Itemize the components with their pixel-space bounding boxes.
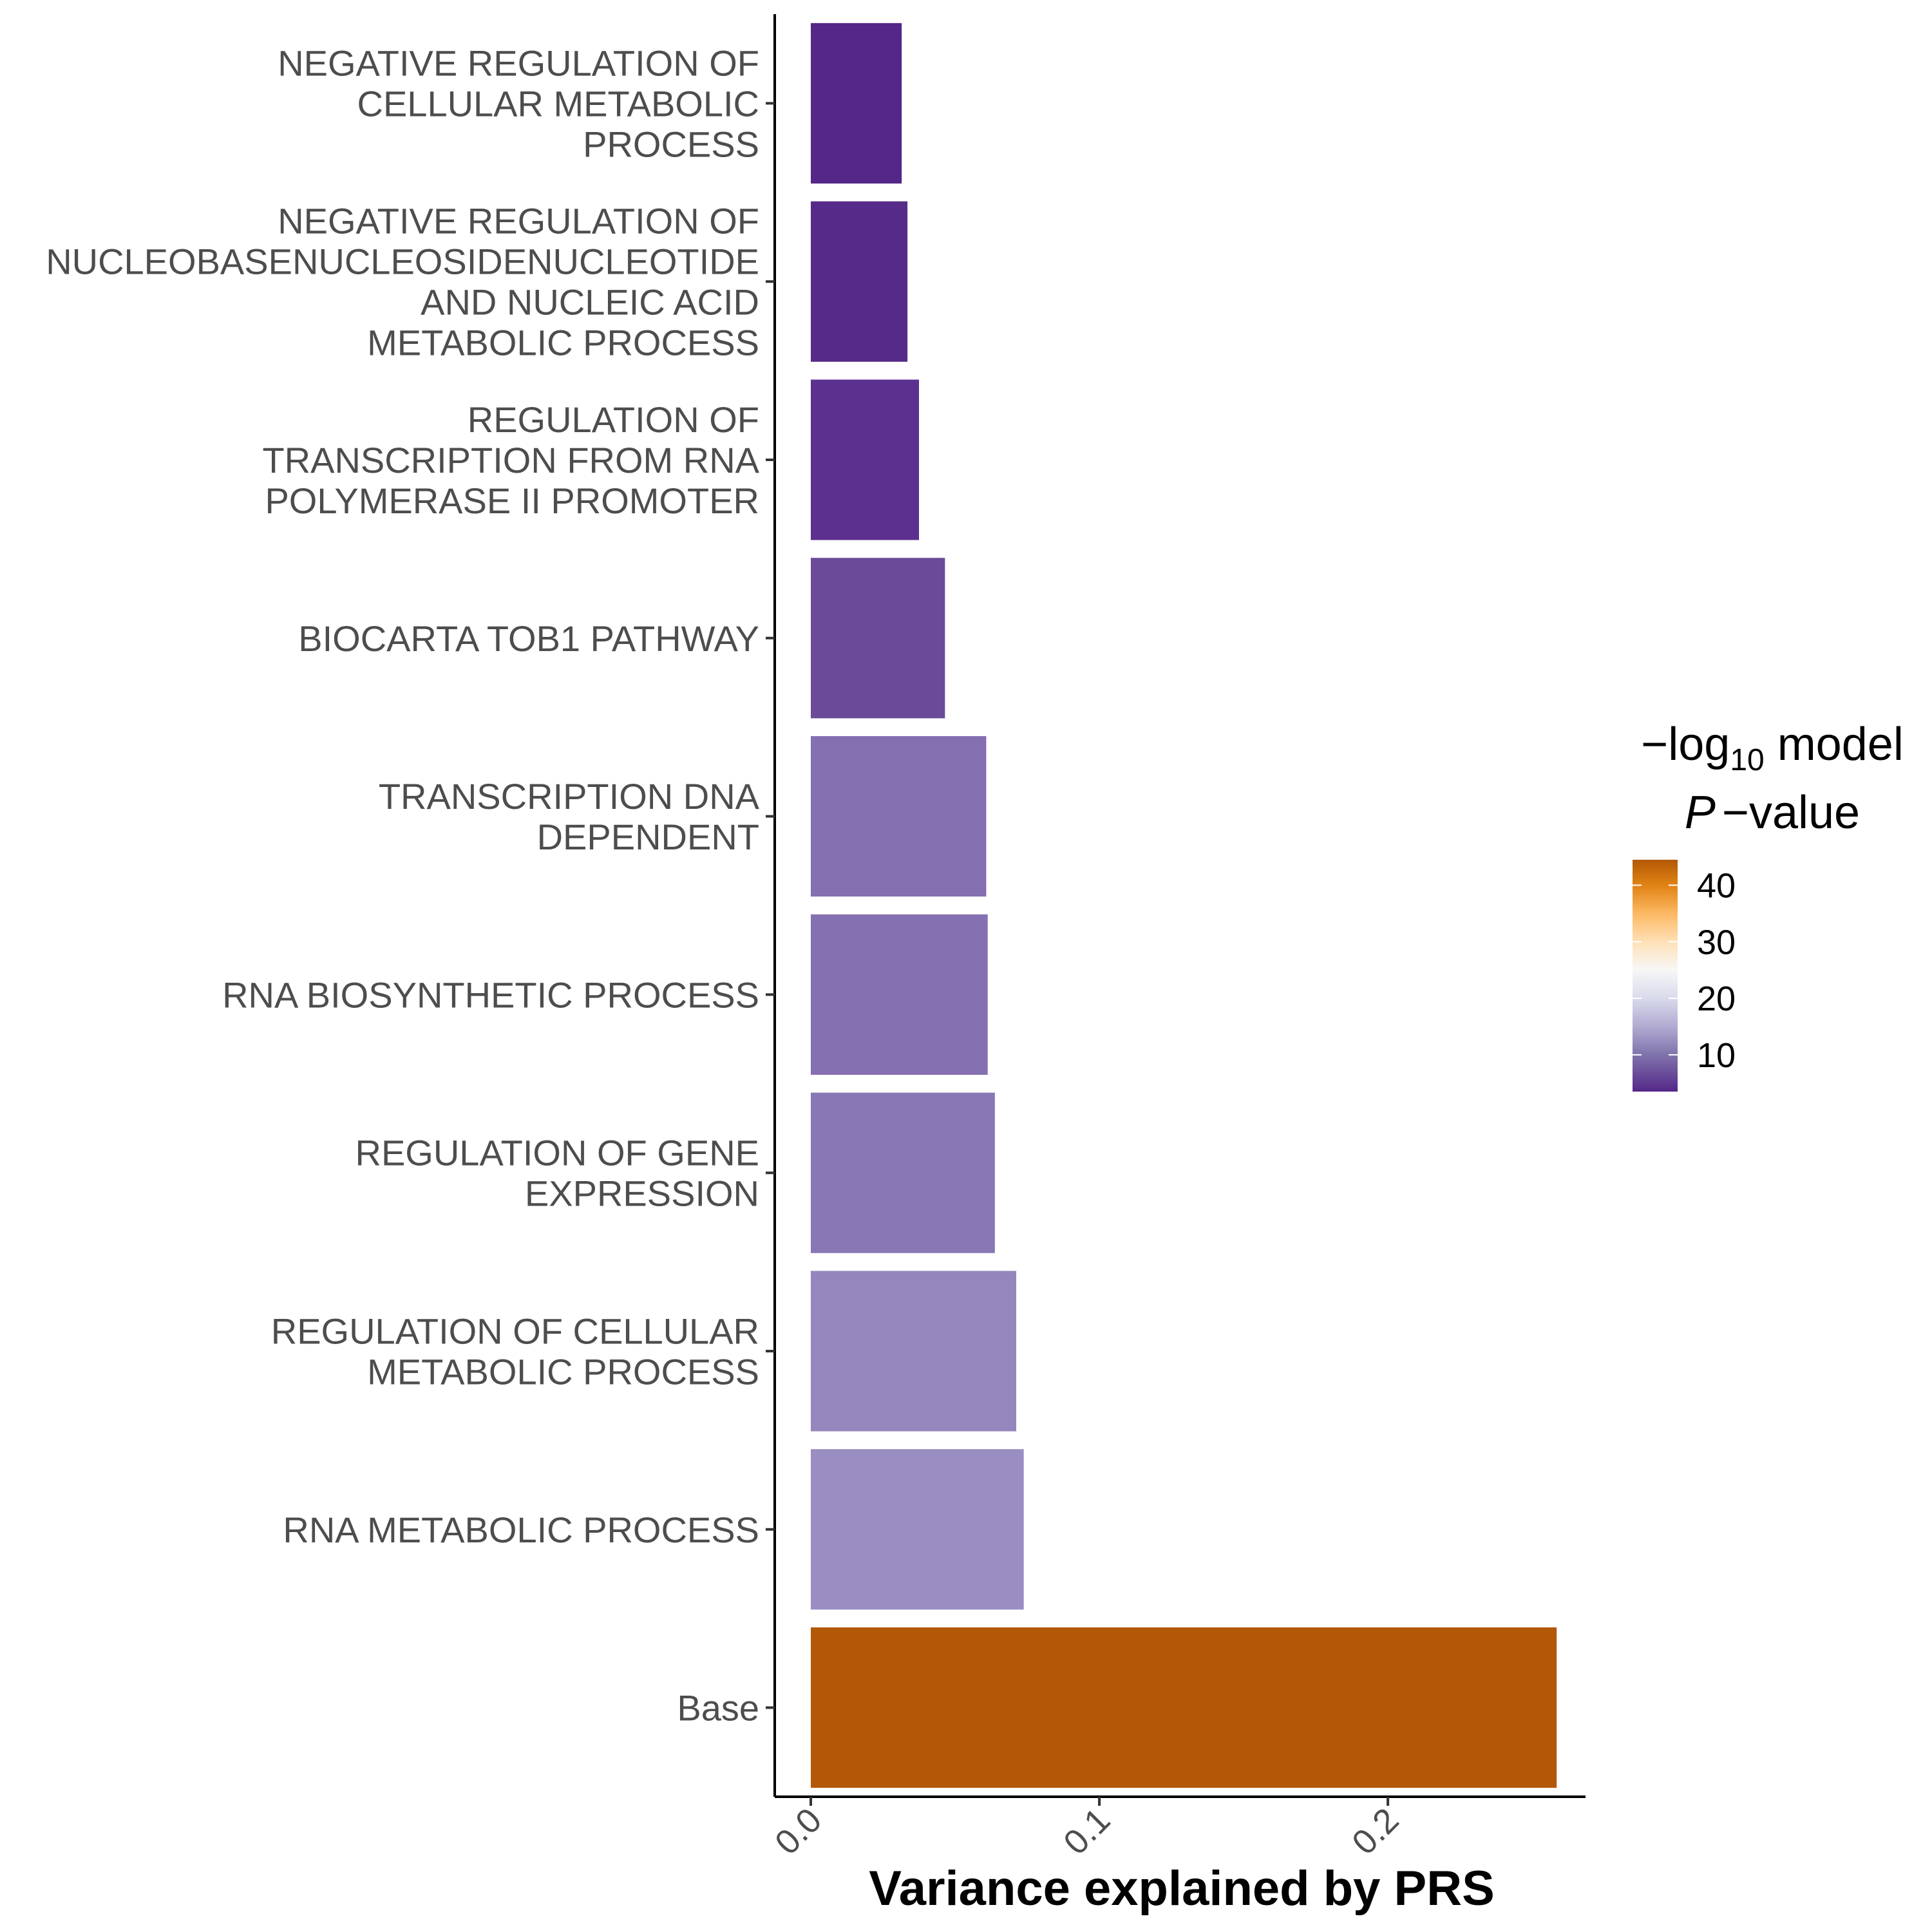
bar — [811, 1627, 1557, 1788]
y-tick-label: RNA METABOLIC PROCESS — [283, 1510, 759, 1550]
y-tick-label-line: TRANSCRIPTION FROM RNA — [262, 440, 759, 480]
x-axis-title: Variance explained by PRS — [869, 1861, 1495, 1916]
y-tick-label-line: METABOLIC PROCESS — [367, 323, 759, 363]
x-tick-label: 0.0 — [768, 1801, 829, 1862]
bar — [811, 558, 945, 719]
y-tick-label-line: NEGATIVE REGULATION OF — [278, 43, 759, 83]
legend-title-model: model — [1765, 719, 1904, 770]
y-tick-label-line: BIOCARTA TOB1 PATHWAY — [298, 618, 759, 659]
y-tick-label: REGULATION OF CELLULAR METABOLIC PROCESS — [271, 1311, 759, 1392]
legend-ticks: 10 20 30 40 — [1633, 867, 1736, 1075]
legend-title: −log10 model — [1641, 719, 1904, 777]
bar — [811, 379, 920, 540]
y-tick-label-line: RNA METABOLIC PROCESS — [283, 1510, 759, 1550]
y-tick-label-line: NEGATIVE REGULATION OF — [278, 201, 759, 242]
legend-title-minus-log: −log — [1641, 719, 1730, 770]
y-tick-label: RNA BIOSYNTHETIC PROCESS — [222, 974, 759, 1015]
y-tick-label-line: REGULATION OF CELLULAR — [271, 1311, 759, 1352]
legend-colorbar — [1633, 860, 1678, 1092]
y-tick-label-line: PROCESS — [583, 124, 759, 164]
bar — [811, 23, 902, 184]
y-tick-label: NEGATIVE REGULATION OF NUCLEOBASENUCLEOSI… — [46, 201, 759, 363]
x-axis: 0.0 0.1 0.2 — [768, 1795, 1586, 1862]
y-tick-label-line: REGULATION OF — [468, 399, 759, 440]
y-tick-label-line: METABOLIC PROCESS — [367, 1352, 759, 1392]
x-tick-label: 0.1 — [1056, 1801, 1118, 1862]
y-tick-label-line: NUCLEOBASENUCLEOSIDENUCLEOTIDE — [46, 242, 759, 282]
x-tick-label: 0.2 — [1345, 1801, 1406, 1862]
legend-tick-label: 20 — [1697, 980, 1736, 1018]
bar — [811, 1092, 995, 1253]
y-tick-label-line: CELLULAR METABOLIC — [357, 83, 759, 124]
y-tick-label: REGULATION OF GENE EXPRESSION — [355, 1133, 759, 1214]
y-tick-label-line: EXPRESSION — [525, 1173, 759, 1214]
legend-tick-label: 40 — [1697, 867, 1736, 905]
legend-tick-label: 30 — [1697, 923, 1736, 961]
plot-bars — [811, 23, 1557, 1788]
bar — [811, 201, 908, 362]
bar — [811, 914, 988, 1075]
bar — [811, 736, 987, 897]
legend-title-p: P — [1685, 787, 1716, 838]
y-tick-label: TRANSCRIPTION DNA DEPENDENT — [379, 776, 760, 857]
y-tick-label-line: POLYMERASE II PROMOTER — [265, 480, 759, 521]
y-tick-label-line: REGULATION OF GENE — [355, 1133, 759, 1173]
y-tick-label-line: RNA BIOSYNTHETIC PROCESS — [222, 974, 759, 1015]
legend-tick-label: 10 — [1697, 1036, 1736, 1075]
y-tick-label-line: Base — [677, 1688, 759, 1728]
y-tick-label-line: AND NUCLEIC ACID — [421, 282, 759, 323]
y-tick-label-line: TRANSCRIPTION DNA — [379, 776, 760, 817]
y-tick-label-line: DEPENDENT — [537, 817, 759, 857]
bar — [811, 1271, 1017, 1432]
bar — [811, 1449, 1024, 1610]
y-tick-label: REGULATION OF TRANSCRIPTION FROM RNA POLYM… — [262, 399, 759, 521]
y-tick-label: BIOCARTA TOB1 PATHWAY — [298, 618, 759, 659]
y-axis: NEGATIVE REGULATION OF CELLULAR METABOLIC… — [46, 14, 776, 1797]
legend-title-subscript: 10 — [1730, 743, 1764, 777]
legend-title-value: −value — [1722, 787, 1860, 838]
y-tick-label: Base — [677, 1688, 759, 1728]
legend-title-line2: P −value — [1685, 787, 1860, 838]
y-tick-label: NEGATIVE REGULATION OF CELLULAR METABOLIC… — [278, 43, 759, 164]
